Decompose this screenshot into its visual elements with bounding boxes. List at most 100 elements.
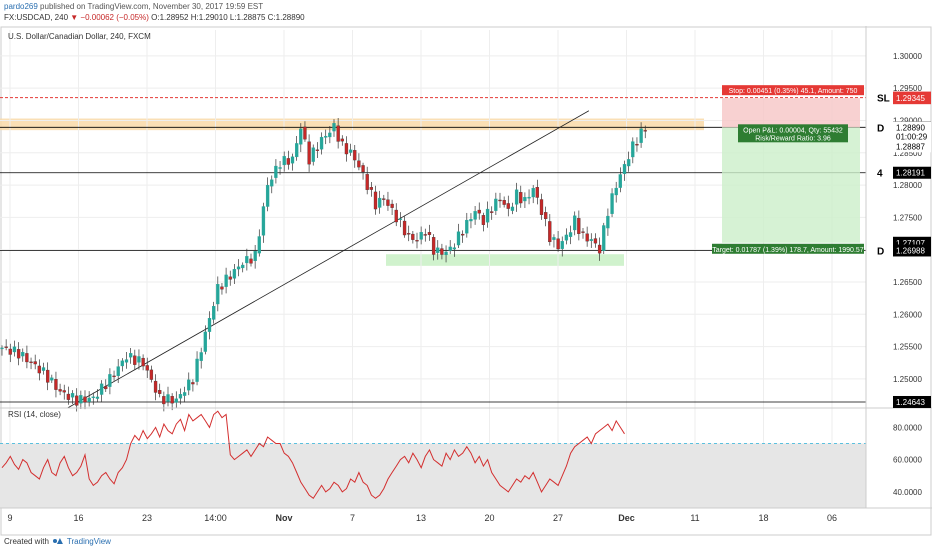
candle-body xyxy=(573,215,577,231)
candle-body xyxy=(62,390,66,393)
x-tick-label: 23 xyxy=(142,513,152,523)
candle-body xyxy=(589,239,593,241)
candle-body xyxy=(311,147,315,162)
symbol-label: FX:USDCAD, 240 xyxy=(4,13,69,22)
y-tick-label: 1.26500 xyxy=(893,278,922,287)
candle-body xyxy=(627,159,631,167)
candle-body xyxy=(257,236,261,254)
candle-body xyxy=(597,244,602,254)
candle-body xyxy=(0,347,4,350)
candle-body xyxy=(12,346,17,353)
price-tag-text: 1.28890 xyxy=(896,124,925,133)
candle-body xyxy=(602,225,606,251)
candle-body xyxy=(436,247,440,253)
chart-frame xyxy=(0,26,932,536)
candle-body xyxy=(427,232,432,235)
candle-body xyxy=(560,241,564,249)
candle-body xyxy=(158,390,162,394)
candle-body xyxy=(614,187,618,196)
price-tag-text: 1.29345 xyxy=(896,94,925,103)
candle-body xyxy=(328,132,332,138)
y-tick-label: 1.30000 xyxy=(893,52,922,61)
candle-body xyxy=(16,349,21,359)
candle-body xyxy=(95,396,100,399)
candle-body xyxy=(485,208,490,223)
candle-body xyxy=(87,397,91,402)
candle-body xyxy=(415,240,419,242)
candle-body xyxy=(618,174,622,188)
candle-body xyxy=(224,274,228,287)
candle-body xyxy=(112,375,116,378)
tradingview-brand-link[interactable]: TradingView xyxy=(66,536,111,546)
candle-body xyxy=(324,135,328,138)
trend-line[interactable] xyxy=(67,110,590,409)
pnl-label xyxy=(738,124,848,143)
candle-body xyxy=(440,248,444,255)
candle-body xyxy=(315,149,320,151)
x-tick-label: 27 xyxy=(553,513,563,523)
x-tick-label: 11 xyxy=(690,513,699,523)
candle-body xyxy=(419,232,423,240)
candle-body xyxy=(174,398,178,403)
candle-body xyxy=(622,164,627,174)
candle-body xyxy=(286,158,291,165)
header-bar: pardo269 published on TradingView.com, N… xyxy=(0,0,932,26)
candle-body xyxy=(319,136,324,150)
candle-body xyxy=(502,200,506,205)
target-label xyxy=(712,243,864,254)
candle-body xyxy=(610,193,614,214)
x-tick-label: 14:00 xyxy=(204,513,227,523)
candle-body xyxy=(249,258,253,264)
candle-body xyxy=(336,125,340,142)
candle-body xyxy=(199,352,203,361)
candle-body xyxy=(564,234,569,241)
pnl-label-text: Risk/Reward Ratio: 3.96 xyxy=(755,135,831,142)
candle-body xyxy=(166,394,170,402)
candle-body xyxy=(490,211,494,213)
candle-body xyxy=(137,356,141,363)
candle-body xyxy=(361,165,365,173)
tradingview-logo-icon xyxy=(52,537,63,545)
candle-body xyxy=(278,167,282,169)
candle-body xyxy=(523,197,527,202)
candle-body xyxy=(21,352,25,357)
candle-body xyxy=(357,160,361,168)
candle-body xyxy=(265,184,270,207)
candle-body xyxy=(141,357,145,367)
price-tag-text: 1.27107 xyxy=(896,239,925,248)
level-label: D xyxy=(877,123,884,134)
candle-body xyxy=(58,389,62,392)
target-zone xyxy=(722,127,860,243)
candle-body xyxy=(153,380,158,393)
candle-body xyxy=(307,141,311,165)
candle-body xyxy=(407,233,411,235)
x-tick-label: 16 xyxy=(73,513,83,523)
candle-body xyxy=(552,237,556,240)
candle-body xyxy=(99,383,104,395)
stop-label xyxy=(722,85,864,96)
candle-body xyxy=(494,198,498,211)
candle-body xyxy=(228,276,232,280)
x-tick-label: 13 xyxy=(416,513,426,523)
rsi-band xyxy=(0,443,866,508)
price-chart[interactable]: SL D 4 D Stop: 0.00451 (0.35%) 45.1, Amount… xyxy=(0,26,932,536)
price-tag xyxy=(893,244,931,257)
chart-area[interactable]: SL D 4 D Stop: 0.00451 (0.35%) 45.1, Amount… xyxy=(0,26,932,536)
candle-body xyxy=(481,215,486,225)
candle-body xyxy=(104,386,108,390)
candle-body xyxy=(635,144,639,146)
candle-body xyxy=(50,377,54,381)
candle-body xyxy=(290,156,295,164)
candle-body xyxy=(66,393,71,400)
x-tick-label: 18 xyxy=(758,513,768,523)
candle-body xyxy=(411,233,415,240)
candle-body xyxy=(585,233,589,242)
candle-body xyxy=(46,369,50,383)
x-tick-label: 06 xyxy=(827,513,837,523)
price-tag xyxy=(893,121,931,134)
candle-body xyxy=(299,128,303,145)
candle-body xyxy=(606,215,610,229)
y-tick-label: 1.26000 xyxy=(893,310,922,319)
candle-body xyxy=(452,247,457,250)
author-link[interactable]: pardo269 xyxy=(4,2,38,11)
